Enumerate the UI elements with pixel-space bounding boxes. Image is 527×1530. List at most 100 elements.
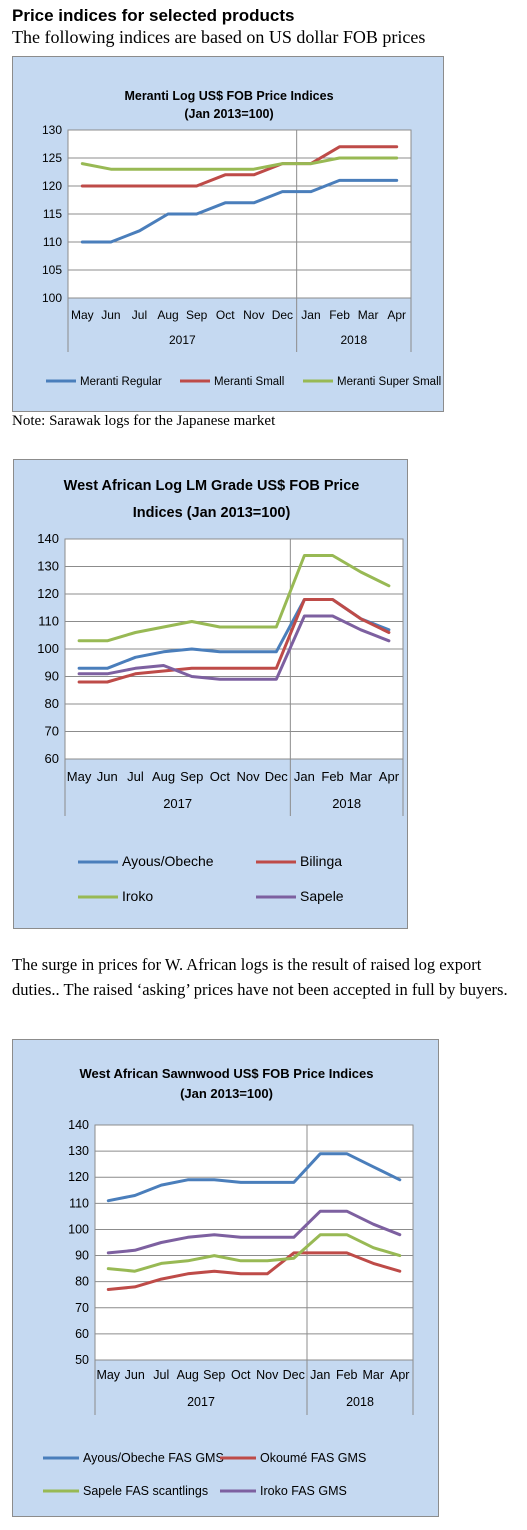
x-tick-label: Jun (125, 1368, 145, 1382)
x-tick-label: May (67, 769, 92, 784)
x-tick-label: Jul (153, 1368, 169, 1382)
x-tick-label: Feb (329, 308, 350, 322)
west-african-log-chart: West African Log LM Grade US$ FOB Price I… (13, 459, 408, 929)
chart-title-line: Indices (Jan 2013=100) (133, 505, 291, 521)
legend-label: Okoumé FAS GMS (260, 1451, 366, 1465)
y-tick-label: 100 (68, 1222, 89, 1236)
x-tick-label: Apr (387, 308, 406, 322)
x-tick-label: Oct (216, 308, 235, 322)
x-tick-label: Apr (379, 769, 400, 784)
x-tick-label: Mar (362, 1368, 384, 1382)
series-line-meranti-small (80, 145, 399, 188)
y-tick-label: 60 (45, 751, 59, 766)
y-tick-label: 120 (68, 1170, 89, 1184)
y-tick-label: 60 (75, 1327, 89, 1341)
x-tick-label: Sep (186, 308, 208, 322)
x-tick-label: Nov (256, 1368, 279, 1382)
series-line-meranti-regular (80, 178, 399, 244)
series-line-sapele-fas-scantlings (106, 1233, 402, 1273)
x-tick-label: Dec (283, 1368, 305, 1382)
y-tick-label: 120 (42, 179, 62, 193)
y-tick-label: 125 (42, 151, 62, 165)
note-text: Note: Sarawak logs for the Japanese mark… (12, 413, 276, 429)
x-tick-label: Jun (97, 769, 118, 784)
y-tick-label: 110 (69, 1196, 89, 1210)
legend-label: Meranti Regular (80, 376, 162, 388)
x-tick-label: Sep (203, 1368, 225, 1382)
x-tick-label: Jun (101, 308, 120, 322)
west-african-sawnwood-chart: West African Sawnwood US$ FOB Price Indi… (12, 1039, 439, 1517)
legend-label: Iroko FAS GMS (260, 1484, 347, 1498)
x-tick-label: Dec (265, 769, 289, 784)
legend-label: Meranti Super Small (337, 376, 441, 388)
x-tick-label: Jul (127, 769, 144, 784)
x-tick-label: Jan (310, 1368, 330, 1382)
chart-title-line: (Jan 2013=100) (180, 1086, 273, 1101)
west-african-log-chart-svg: West African Log LM Grade US$ FOB Price I… (37, 478, 404, 904)
series-line-okoum-fas-gms (106, 1251, 402, 1291)
legend-label: Meranti Small (214, 376, 284, 388)
x-tick-label: Sep (180, 769, 203, 784)
chart-title-line: (Jan 2013=100) (184, 107, 273, 121)
x-tick-label: May (96, 1368, 120, 1382)
x-tick-label: Mar (350, 769, 373, 784)
y-tick-label: 50 (75, 1353, 89, 1367)
y-tick-label: 80 (45, 696, 59, 711)
y-tick-label: 90 (45, 669, 59, 684)
meranti-log-chart: Meranti Log US$ FOB Price Indices (Jan 20… (12, 56, 444, 412)
series-line-bilinga (77, 598, 391, 684)
legend-label: Sapele FAS scantlings (83, 1484, 208, 1498)
x-tick-label: Oct (231, 1368, 251, 1382)
y-tick-label: 100 (42, 291, 62, 305)
y-tick-label: 80 (75, 1275, 89, 1289)
chart-title-line: West African Sawnwood US$ FOB Price Indi… (79, 1066, 373, 1081)
y-tick-label: 130 (42, 123, 62, 137)
x-tick-label: Dec (272, 308, 293, 322)
x-tick-label: Nov (237, 769, 261, 784)
y-tick-label: 70 (75, 1301, 89, 1315)
y-tick-label: 130 (68, 1144, 89, 1158)
west-african-sawnwood-chart-svg: West African Sawnwood US$ FOB Price Indi… (43, 1066, 414, 1498)
series-line-ayous-obeche-fas-gms (106, 1152, 402, 1203)
x-tick-label: Apr (390, 1368, 409, 1382)
y-tick-label: 70 (45, 724, 59, 739)
chart-title-line: West African Log LM Grade US$ FOB Price (64, 478, 360, 494)
year-label: 2018 (346, 1395, 374, 1409)
y-tick-label: 110 (43, 235, 62, 249)
x-tick-label: Aug (177, 1368, 199, 1382)
year-label: 2018 (332, 796, 361, 811)
page-subheading: The following indices are based on US do… (12, 27, 426, 47)
year-label: 2017 (187, 1395, 215, 1409)
y-tick-label: 130 (37, 559, 59, 574)
series-line-iroko (77, 554, 391, 643)
legend-label: Bilinga (300, 853, 342, 869)
y-tick-label: 105 (42, 263, 62, 277)
x-tick-label: Feb (321, 769, 343, 784)
legend-label: Iroko (122, 888, 153, 904)
series-line-sapele (77, 614, 391, 681)
x-tick-label: Jan (301, 308, 320, 322)
x-tick-label: Jan (294, 769, 315, 784)
y-tick-label: 100 (37, 641, 59, 656)
x-tick-label: Oct (210, 769, 231, 784)
x-tick-label: Aug (152, 769, 175, 784)
x-tick-label: Nov (243, 308, 264, 322)
x-tick-label: Aug (157, 308, 178, 322)
x-tick-label: Feb (336, 1368, 358, 1382)
series-line-meranti-super-small (80, 156, 399, 171)
legend-label: Sapele (300, 888, 344, 904)
chart-title-line: Meranti Log US$ FOB Price Indices (124, 89, 333, 103)
year-label: 2018 (340, 333, 367, 347)
y-tick-label: 110 (38, 614, 59, 629)
page-heading: Price indices for selected products (12, 6, 295, 25)
y-tick-label: 115 (43, 207, 62, 221)
series-line-iroko-fas-gms (106, 1209, 402, 1255)
legend-label: Ayous/Obeche (122, 853, 214, 869)
legend-label: Ayous/Obeche FAS GMS (83, 1451, 224, 1465)
y-tick-label: 140 (68, 1118, 89, 1132)
year-label: 2017 (163, 796, 192, 811)
x-tick-label: Jul (132, 308, 147, 322)
paragraph-text: The surge in prices for W. African logs … (12, 955, 508, 999)
y-tick-label: 120 (37, 586, 59, 601)
x-tick-label: May (71, 308, 94, 322)
